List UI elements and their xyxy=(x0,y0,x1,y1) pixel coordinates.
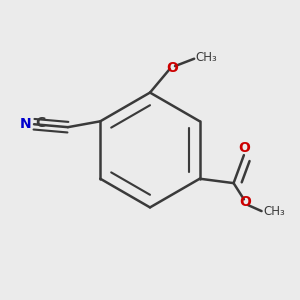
Text: O: O xyxy=(239,195,251,209)
Text: CH₃: CH₃ xyxy=(263,205,285,218)
Text: O: O xyxy=(166,61,178,75)
Text: N: N xyxy=(20,117,32,131)
Text: C: C xyxy=(35,116,46,130)
Text: CH₃: CH₃ xyxy=(196,51,217,64)
Text: O: O xyxy=(238,141,250,155)
